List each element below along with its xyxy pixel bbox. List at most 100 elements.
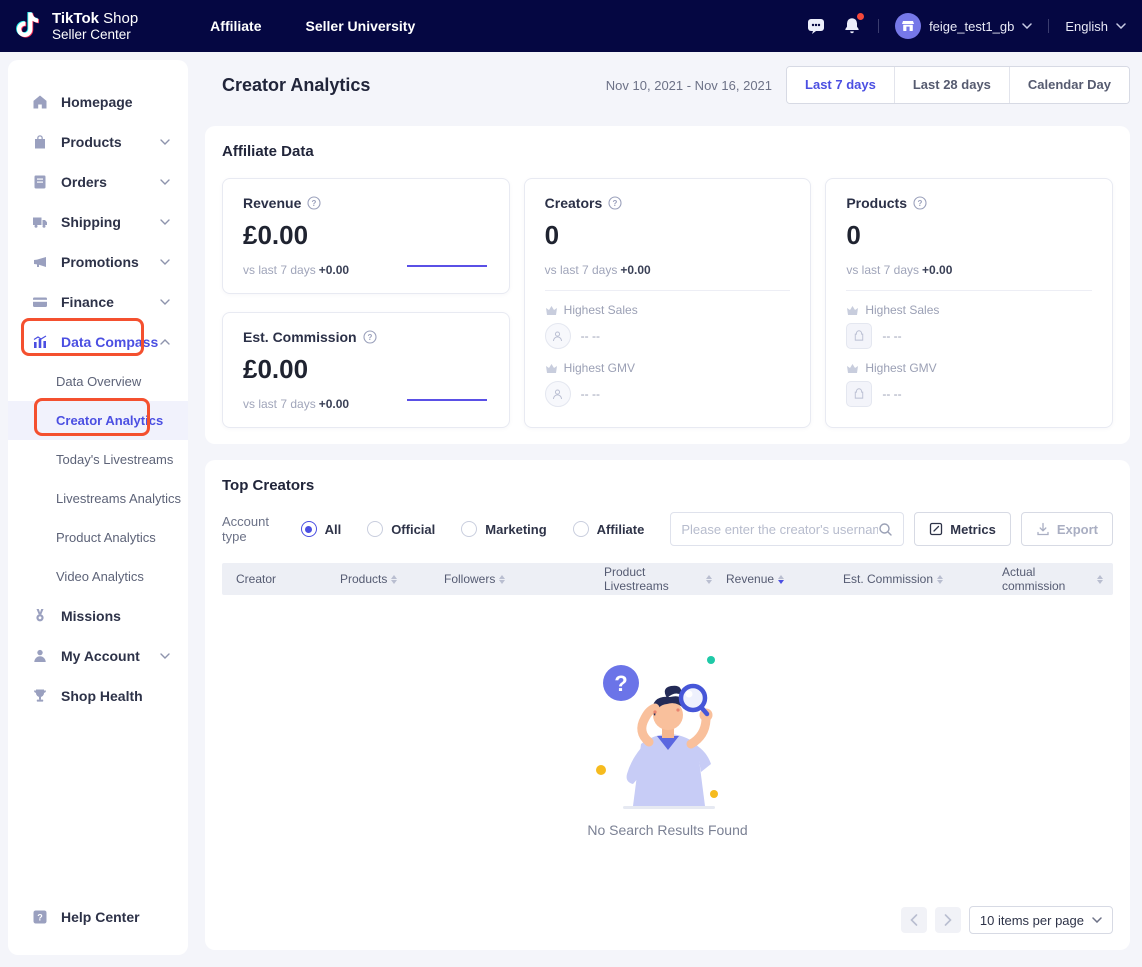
radio-button[interactable] <box>572 521 589 537</box>
sidebar-subitem-product-analytics[interactable]: Product Analytics <box>8 518 188 557</box>
radio-marketing[interactable]: Marketing <box>461 521 547 537</box>
sort-control-active[interactable] <box>778 574 785 584</box>
sidebar-item-products[interactable]: Products <box>8 122 188 162</box>
sidebar-item-my-account[interactable]: My Account <box>8 636 188 676</box>
top-right-controls: feige_test1_gb English <box>806 13 1142 39</box>
radio-all[interactable]: All <box>300 521 341 537</box>
svg-text:?: ? <box>613 199 618 208</box>
chevron-down-icon <box>160 259 170 265</box>
highest-sales-value: -- -- <box>580 329 600 343</box>
column-label: Followers <box>444 572 496 586</box>
chevron-down-icon <box>1116 23 1126 29</box>
sidebar-subitem-video-analytics[interactable]: Video Analytics <box>8 557 188 596</box>
sidebar-item-homepage[interactable]: Homepage <box>8 82 188 122</box>
previous-page-button[interactable] <box>900 907 927 933</box>
tooltip-question-icon[interactable]: ? <box>307 196 321 210</box>
sidebar-subitem-creator-analytics[interactable]: Creator Analytics <box>8 401 188 440</box>
highest-gmv-label: Highest GMV <box>563 361 636 375</box>
bag-icon <box>35 135 45 149</box>
tiktok-note-icon <box>16 12 40 38</box>
sidebar-item-orders[interactable]: Orders <box>8 162 188 202</box>
column-products[interactable]: Products <box>326 572 430 586</box>
chevron-down-icon <box>160 139 170 145</box>
sidebar-item-data-compass[interactable]: Data Compass <box>8 322 188 362</box>
notifications-bell-icon[interactable] <box>842 13 865 36</box>
radio-label: Official <box>391 521 436 537</box>
chevron-right-icon <box>944 914 952 926</box>
top-nav: Affiliate Seller University <box>210 18 415 34</box>
radio-button[interactable] <box>461 521 478 537</box>
metrics-button[interactable]: Metrics <box>914 512 1011 546</box>
sort-control[interactable] <box>706 574 712 584</box>
sidebar-subitem-livestreams-analytics[interactable]: Livestreams Analytics <box>8 479 188 518</box>
highest-gmv-label: Highest GMV <box>865 361 937 375</box>
sidebar-item-finance[interactable]: Finance <box>8 282 188 322</box>
sidebar-subitem-todays-livestreams[interactable]: Today's Livestreams <box>8 440 188 479</box>
logo-shop: Shop <box>98 9 139 27</box>
sidebar-item-promotions[interactable]: Promotions <box>8 242 188 282</box>
bar-chart-icon <box>33 335 47 348</box>
tooltip-question-icon[interactable]: ? <box>363 330 377 344</box>
table-header: Creator Products Followers Product Lives… <box>222 563 1113 595</box>
column-actual-commission[interactable]: Actual commission <box>988 565 1113 593</box>
user-menu[interactable]: feige_test1_gb <box>895 13 1033 39</box>
nav-affiliate[interactable]: Affiliate <box>210 18 262 34</box>
est-commission-label: Est. Commission <box>243 329 357 345</box>
language-menu[interactable]: English <box>1065 19 1126 34</box>
vs-label: vs last 7 days <box>243 263 316 277</box>
logo-text: TikTok Shop Seller Center <box>52 10 138 43</box>
column-est-commission[interactable]: Est. Commission <box>829 572 988 586</box>
column-product-livestreams[interactable]: Product Livestreams <box>590 565 712 593</box>
highest-gmv-value: -- -- <box>580 387 600 401</box>
empty-state-text: No Search Results Found <box>587 822 748 838</box>
sidebar-item-label: Orders <box>61 174 107 190</box>
sidebar-item-label: Help Center <box>61 909 140 925</box>
tab-calendar-day[interactable]: Calendar Day <box>1008 67 1129 103</box>
sort-control[interactable] <box>937 574 944 584</box>
column-label: Product Livestreams <box>604 565 669 593</box>
column-label: Actual commission <box>1002 565 1066 593</box>
sort-control[interactable] <box>499 574 506 584</box>
sidebar-subitem-data-overview[interactable]: Data Overview <box>8 362 188 401</box>
sidebar-item-label: Shipping <box>61 214 121 230</box>
tooltip-question-icon[interactable]: ? <box>913 196 927 210</box>
radio-button[interactable] <box>367 521 384 537</box>
svg-text:?: ? <box>614 671 627 696</box>
bag-icon <box>855 388 864 399</box>
column-followers[interactable]: Followers <box>430 572 590 586</box>
radio-affiliate[interactable]: Affiliate <box>572 521 644 537</box>
tab-last-28-days[interactable]: Last 28 days <box>893 67 1009 103</box>
sidebar-subitem-label: Product Analytics <box>56 530 156 545</box>
tab-last-7-days[interactable]: Last 7 days <box>787 67 894 103</box>
column-label: Creator <box>236 572 277 586</box>
logo-seller-center: Seller Center <box>52 26 131 42</box>
tooltip-question-icon[interactable]: ? <box>608 196 622 210</box>
sidebar-item-shipping[interactable]: Shipping <box>8 202 188 242</box>
revenue-sparkline <box>406 265 487 267</box>
vs-label: vs last 7 days <box>243 397 316 411</box>
sidebar-item-missions[interactable]: Missions <box>8 596 188 636</box>
messages-icon[interactable] <box>806 16 826 36</box>
column-label: Est. Commission <box>843 572 934 586</box>
sort-control[interactable] <box>1097 574 1103 584</box>
highest-sales-label: Highest Sales <box>563 303 638 317</box>
medal-icon <box>36 609 44 622</box>
sort-control[interactable] <box>391 574 398 584</box>
column-revenue[interactable]: Revenue <box>712 572 829 586</box>
creator-search-input[interactable] <box>681 521 879 537</box>
search-icon[interactable] <box>878 522 893 537</box>
sidebar-item-shop-health[interactable]: Shop Health <box>8 676 188 716</box>
next-page-button[interactable] <box>934 907 961 933</box>
user-name: feige_test1_gb <box>929 18 1015 34</box>
radio-button-selected[interactable] <box>300 521 317 537</box>
items-per-page-select[interactable]: 10 items per page <box>968 906 1113 934</box>
chevron-down-icon <box>1022 23 1033 29</box>
tiktok-shop-logo[interactable]: TikTok Shop Seller Center <box>14 9 138 43</box>
radio-official[interactable]: Official <box>367 521 435 537</box>
help-icon: ? <box>33 910 47 924</box>
nav-seller-university[interactable]: Seller University <box>305 18 416 34</box>
export-button[interactable]: Export <box>1020 512 1113 546</box>
chevron-up-icon <box>160 339 170 345</box>
sidebar-item-help-center[interactable]: ? Help Center <box>8 897 188 937</box>
sidebar-item-label: Finance <box>61 294 114 310</box>
